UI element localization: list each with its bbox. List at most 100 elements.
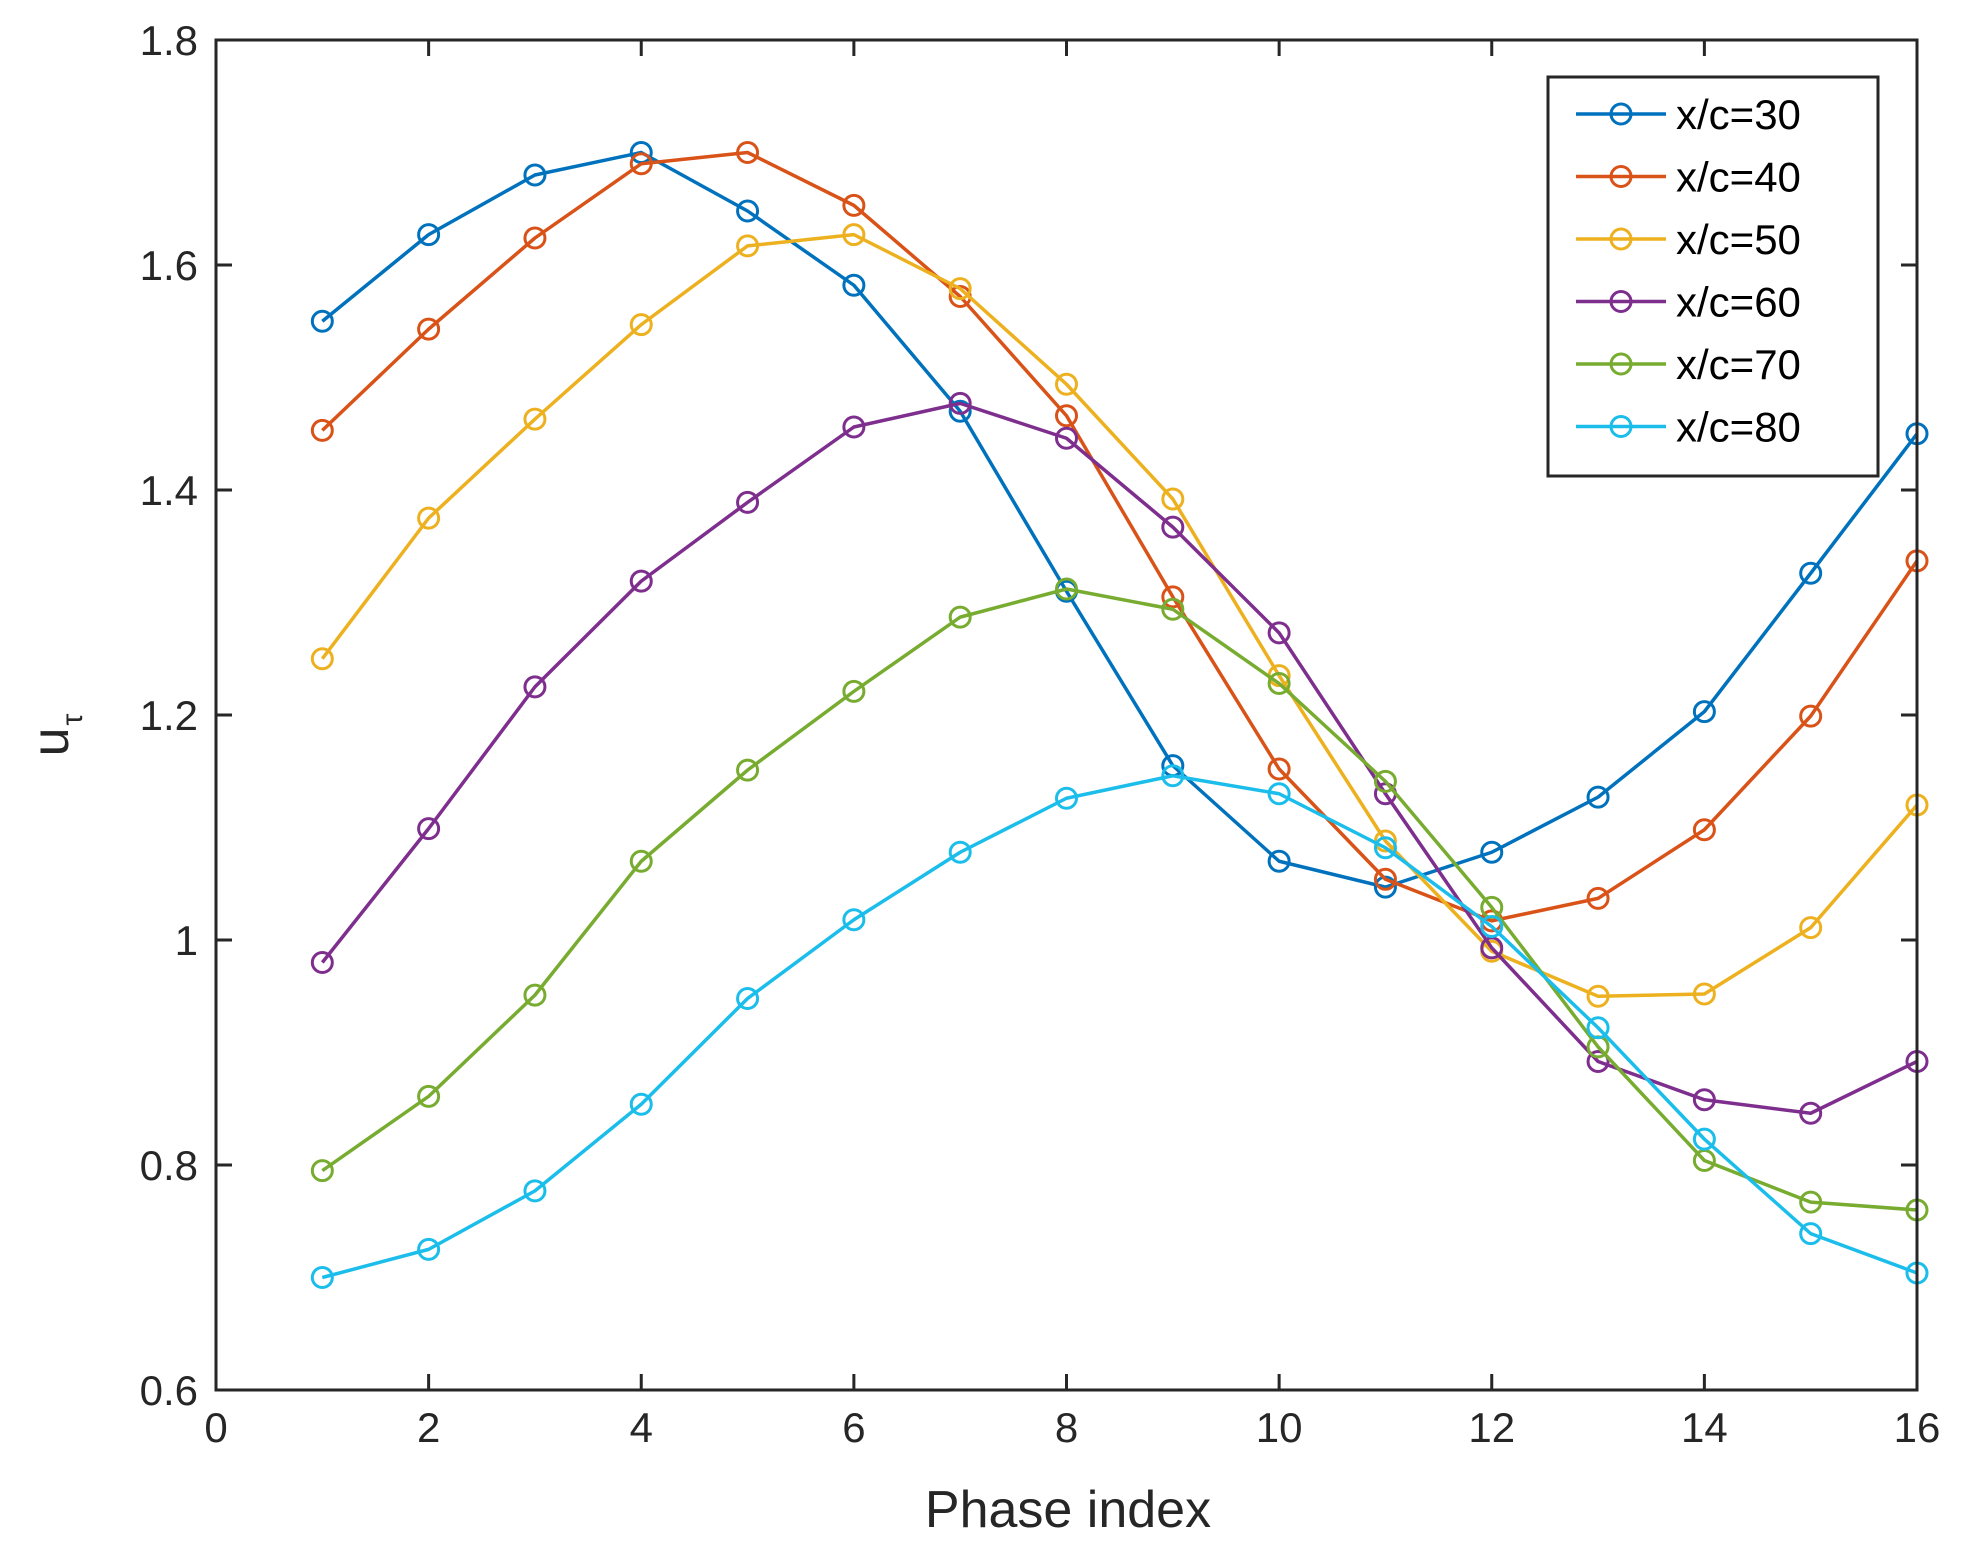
legend-entry: x/c=70	[1576, 341, 1801, 388]
data-point	[1055, 372, 1078, 396]
data-point	[1692, 818, 1716, 842]
data-point	[1586, 1016, 1610, 1040]
x-tick-label: 10	[1256, 1404, 1303, 1451]
legend-label: x/c=80	[1676, 404, 1801, 451]
legend-label: x/c=30	[1676, 91, 1801, 138]
y-tick-label: 1.8	[140, 17, 198, 64]
y-axis-title-subscript: τ	[56, 713, 89, 725]
data-point	[1161, 597, 1185, 621]
data-point	[948, 277, 972, 301]
legend-label: x/c=60	[1676, 279, 1801, 326]
x-tick-label: 8	[1055, 1404, 1078, 1451]
data-point	[842, 193, 866, 217]
data-point	[1267, 757, 1291, 781]
series-line	[321, 150, 1919, 923]
data-point	[1799, 916, 1823, 940]
y-axis-title-main: u	[22, 727, 80, 756]
data-point	[1586, 785, 1610, 809]
legend-entry: x/c=80	[1576, 404, 1801, 451]
svg-text:uτ: uτ	[22, 713, 89, 756]
axes-layer: 0 2 4 6 8 10 12 14 16 0.6 0.8 1 1.2 1.4 1.6 1.8	[140, 17, 1941, 1451]
x-tick-label: 4	[630, 1404, 653, 1451]
data-point	[1267, 849, 1291, 873]
data-point	[523, 1179, 547, 1203]
data-point	[1799, 1101, 1823, 1125]
data-point	[1267, 782, 1291, 806]
data-point	[1692, 700, 1716, 724]
data-point	[1055, 426, 1078, 450]
x-tick-label: 0	[204, 1404, 227, 1451]
legend-marker	[1609, 227, 1633, 251]
data-point	[1373, 836, 1397, 860]
data-point	[1267, 621, 1291, 645]
y-tick-label: 0.6	[140, 1367, 198, 1414]
data-point	[1799, 704, 1823, 728]
data-point	[842, 908, 866, 932]
series-line	[320, 232, 1919, 998]
legend-marker	[1609, 352, 1633, 376]
legend-entry: x/c=60	[1576, 279, 1801, 326]
legend-marker	[1609, 165, 1633, 188]
data-point	[736, 141, 760, 164]
x-tick-label: 12	[1468, 1404, 1515, 1451]
legend-label: x/c=40	[1676, 154, 1801, 201]
data-point	[1480, 840, 1504, 864]
data-point	[417, 1084, 441, 1108]
data-point	[1373, 769, 1397, 793]
data-point	[842, 223, 866, 247]
data-point	[629, 849, 653, 873]
x-tick-label: 16	[1894, 1404, 1941, 1451]
y-tick-label: 1.4	[140, 467, 198, 514]
data-point	[523, 983, 547, 1007]
data-point	[736, 987, 760, 1010]
data-point	[310, 1159, 334, 1183]
data-point	[1692, 982, 1716, 1006]
data-point	[1799, 1222, 1823, 1246]
series-line	[321, 774, 1918, 1280]
data-point	[1161, 487, 1185, 511]
x-axis-title: Phase index	[925, 1481, 1211, 1539]
data-point	[417, 317, 441, 341]
data-point	[1586, 984, 1610, 1008]
data-point	[417, 817, 441, 841]
legend-entry: x/c=30	[1576, 91, 1801, 138]
y-tick-label: 1.2	[140, 692, 198, 739]
data-point	[736, 758, 760, 782]
data-point	[948, 399, 972, 423]
data-point	[1055, 577, 1078, 601]
legend-label: x/c=70	[1676, 341, 1801, 388]
data-point	[948, 605, 972, 629]
legend-entry: x/c=50	[1576, 216, 1801, 263]
data-point	[523, 163, 547, 187]
legend-label: x/c=50	[1676, 216, 1801, 263]
data-point	[736, 199, 760, 223]
data-point	[842, 415, 866, 439]
series-line	[320, 401, 1918, 1115]
series-line	[321, 150, 1919, 889]
data-point	[1161, 515, 1185, 539]
data-point	[417, 223, 441, 247]
y-axis-title: uτ	[22, 713, 89, 756]
data-point	[629, 152, 653, 176]
y-tick-label: 1.6	[140, 242, 198, 289]
data-point	[523, 226, 547, 250]
series-x-c-50	[310, 223, 1929, 1008]
y-tick-label: 1	[175, 917, 198, 964]
data-point	[417, 506, 441, 530]
data-point	[629, 569, 653, 593]
data-point	[1055, 786, 1078, 810]
data-point	[1586, 1050, 1610, 1073]
legend-marker	[1609, 290, 1633, 313]
data-point	[310, 951, 334, 974]
data-point	[629, 1092, 653, 1116]
data-point	[523, 675, 547, 699]
data-point	[1161, 764, 1185, 788]
legend-entry: x/c=40	[1576, 154, 1801, 201]
legend-marker	[1609, 102, 1633, 126]
data-point	[1161, 585, 1185, 609]
data-point	[1055, 404, 1078, 428]
data-point	[736, 234, 760, 258]
x-tick-label: 2	[417, 1404, 440, 1451]
data-point	[736, 490, 760, 514]
